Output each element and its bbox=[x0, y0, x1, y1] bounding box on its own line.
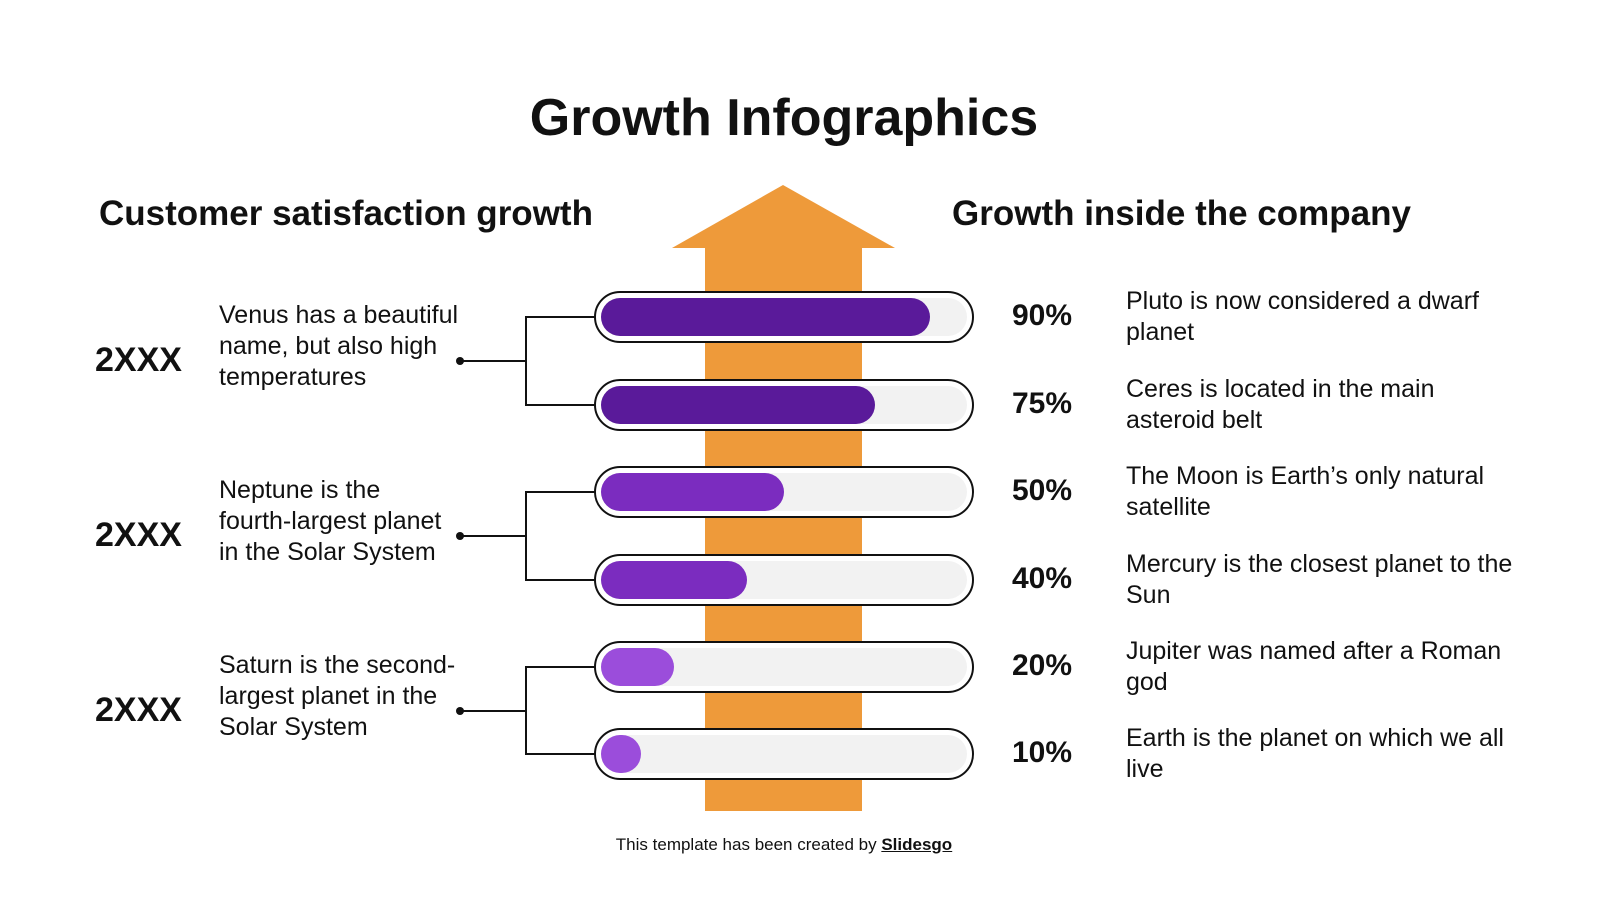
percentage-label: 75% bbox=[1011, 387, 1073, 420]
right-heading: Growth inside the company bbox=[952, 194, 1411, 233]
page-title: Growth Infographics bbox=[529, 89, 1039, 147]
progress-track bbox=[601, 648, 967, 686]
slidesgo-link[interactable]: Slidesgo bbox=[881, 835, 953, 854]
progress-track bbox=[601, 473, 967, 511]
group-year: 2XXX bbox=[95, 690, 182, 729]
bar-description: Pluto is now considered a dwarf planet bbox=[1126, 287, 1479, 346]
bar-description: Earth is the planet on which we all live bbox=[1126, 724, 1504, 783]
connector-line bbox=[525, 579, 595, 581]
progress-fill bbox=[601, 298, 930, 336]
footer-text: This template has been created by bbox=[615, 835, 882, 854]
group-year: 2XXX bbox=[95, 341, 182, 379]
connector-line bbox=[460, 535, 526, 537]
connector-line bbox=[525, 492, 527, 580]
connector-line bbox=[460, 360, 526, 362]
bar-description: Mercury is the closest planet to the Sun bbox=[1126, 550, 1513, 609]
left-heading: Customer satisfaction growth bbox=[99, 194, 593, 233]
growth-arrow-head-icon bbox=[672, 185, 895, 248]
connector-line bbox=[525, 317, 527, 405]
progress-bar bbox=[594, 728, 974, 780]
percentage-label: 50% bbox=[1011, 474, 1073, 507]
connector-line bbox=[525, 404, 595, 406]
bar-description: Ceres is located in the main asteroid be… bbox=[1126, 375, 1435, 434]
percentage-label: 10% bbox=[1011, 736, 1073, 769]
progress-track bbox=[601, 735, 967, 773]
group-year: 2XXX bbox=[95, 516, 182, 554]
progress-track bbox=[601, 561, 967, 599]
progress-track bbox=[601, 298, 967, 336]
bar-description: Jupiter was named after a Roman god bbox=[1126, 637, 1502, 696]
connector-line bbox=[525, 666, 595, 668]
group-description: Venus has a beautiful name, but also hig… bbox=[219, 301, 459, 391]
connector-line bbox=[460, 709, 526, 712]
percentage-label: 40% bbox=[1011, 562, 1073, 595]
progress-fill bbox=[601, 386, 875, 424]
progress-fill bbox=[601, 735, 641, 773]
percentage-label: 90% bbox=[1011, 299, 1073, 332]
bar-description: The Moon is Earth’s only natural satelli… bbox=[1126, 462, 1485, 521]
progress-bar bbox=[594, 379, 974, 431]
group-description: Saturn is the second-largest planet in t… bbox=[219, 650, 456, 741]
progress-bar bbox=[594, 291, 974, 343]
connector-line bbox=[525, 491, 595, 493]
footer-credit: This template has been created by Slides… bbox=[0, 835, 1568, 855]
progress-fill bbox=[601, 473, 784, 511]
progress-bar bbox=[594, 641, 974, 693]
percentage-label: 20% bbox=[1011, 649, 1073, 682]
progress-fill bbox=[601, 561, 747, 599]
connector-line bbox=[525, 753, 595, 755]
progress-bar bbox=[594, 554, 974, 606]
connector-line bbox=[525, 316, 595, 318]
connector-line bbox=[525, 667, 527, 754]
progress-bar bbox=[594, 466, 974, 518]
group-description: Neptune is the fourth-largest planet in … bbox=[219, 476, 442, 566]
progress-fill bbox=[601, 648, 674, 686]
progress-track bbox=[601, 386, 967, 424]
